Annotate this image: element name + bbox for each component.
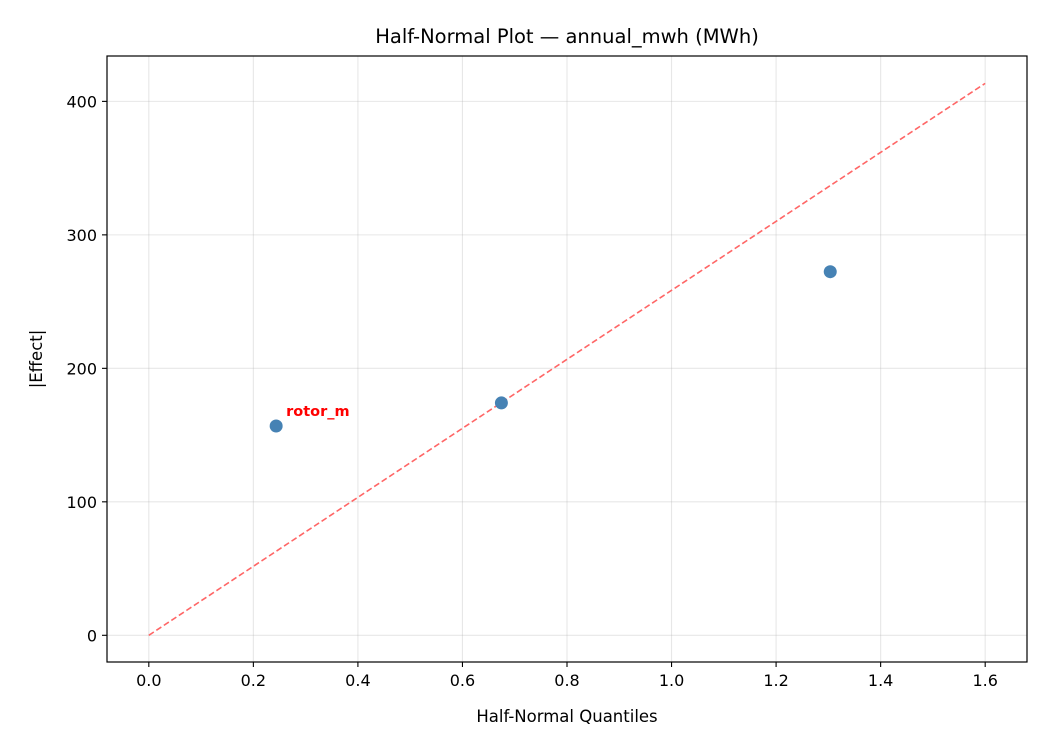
chart-title: Half-Normal Plot — annual_mwh (MWh) — [375, 25, 759, 48]
reference-line — [148, 82, 986, 636]
x-tick-label: 1.0 — [659, 671, 684, 690]
data-point — [823, 265, 837, 279]
y-tick-label: 400 — [66, 92, 97, 111]
y-tick-label: 300 — [66, 226, 97, 245]
y-tick-label: 200 — [66, 359, 97, 378]
x-tick-label: 0.4 — [345, 671, 370, 690]
data-point — [269, 419, 283, 433]
x-tick-label: 1.2 — [763, 671, 788, 690]
x-tick-label: 1.4 — [868, 671, 893, 690]
y-tick-label: 100 — [66, 493, 97, 512]
x-tick-label: 0.2 — [241, 671, 266, 690]
point-annotation: rotor_m — [286, 404, 350, 420]
x-tick-label: 0.8 — [554, 671, 579, 690]
data-point — [494, 396, 508, 410]
x-axis-label: Half-Normal Quantiles — [476, 707, 657, 726]
x-tick-label: 0.0 — [136, 671, 161, 690]
x-tick-label: 0.6 — [450, 671, 475, 690]
y-tick-label: 0 — [87, 626, 97, 645]
y-axis-label: |Effect| — [27, 330, 46, 389]
x-tick-label: 1.6 — [972, 671, 997, 690]
